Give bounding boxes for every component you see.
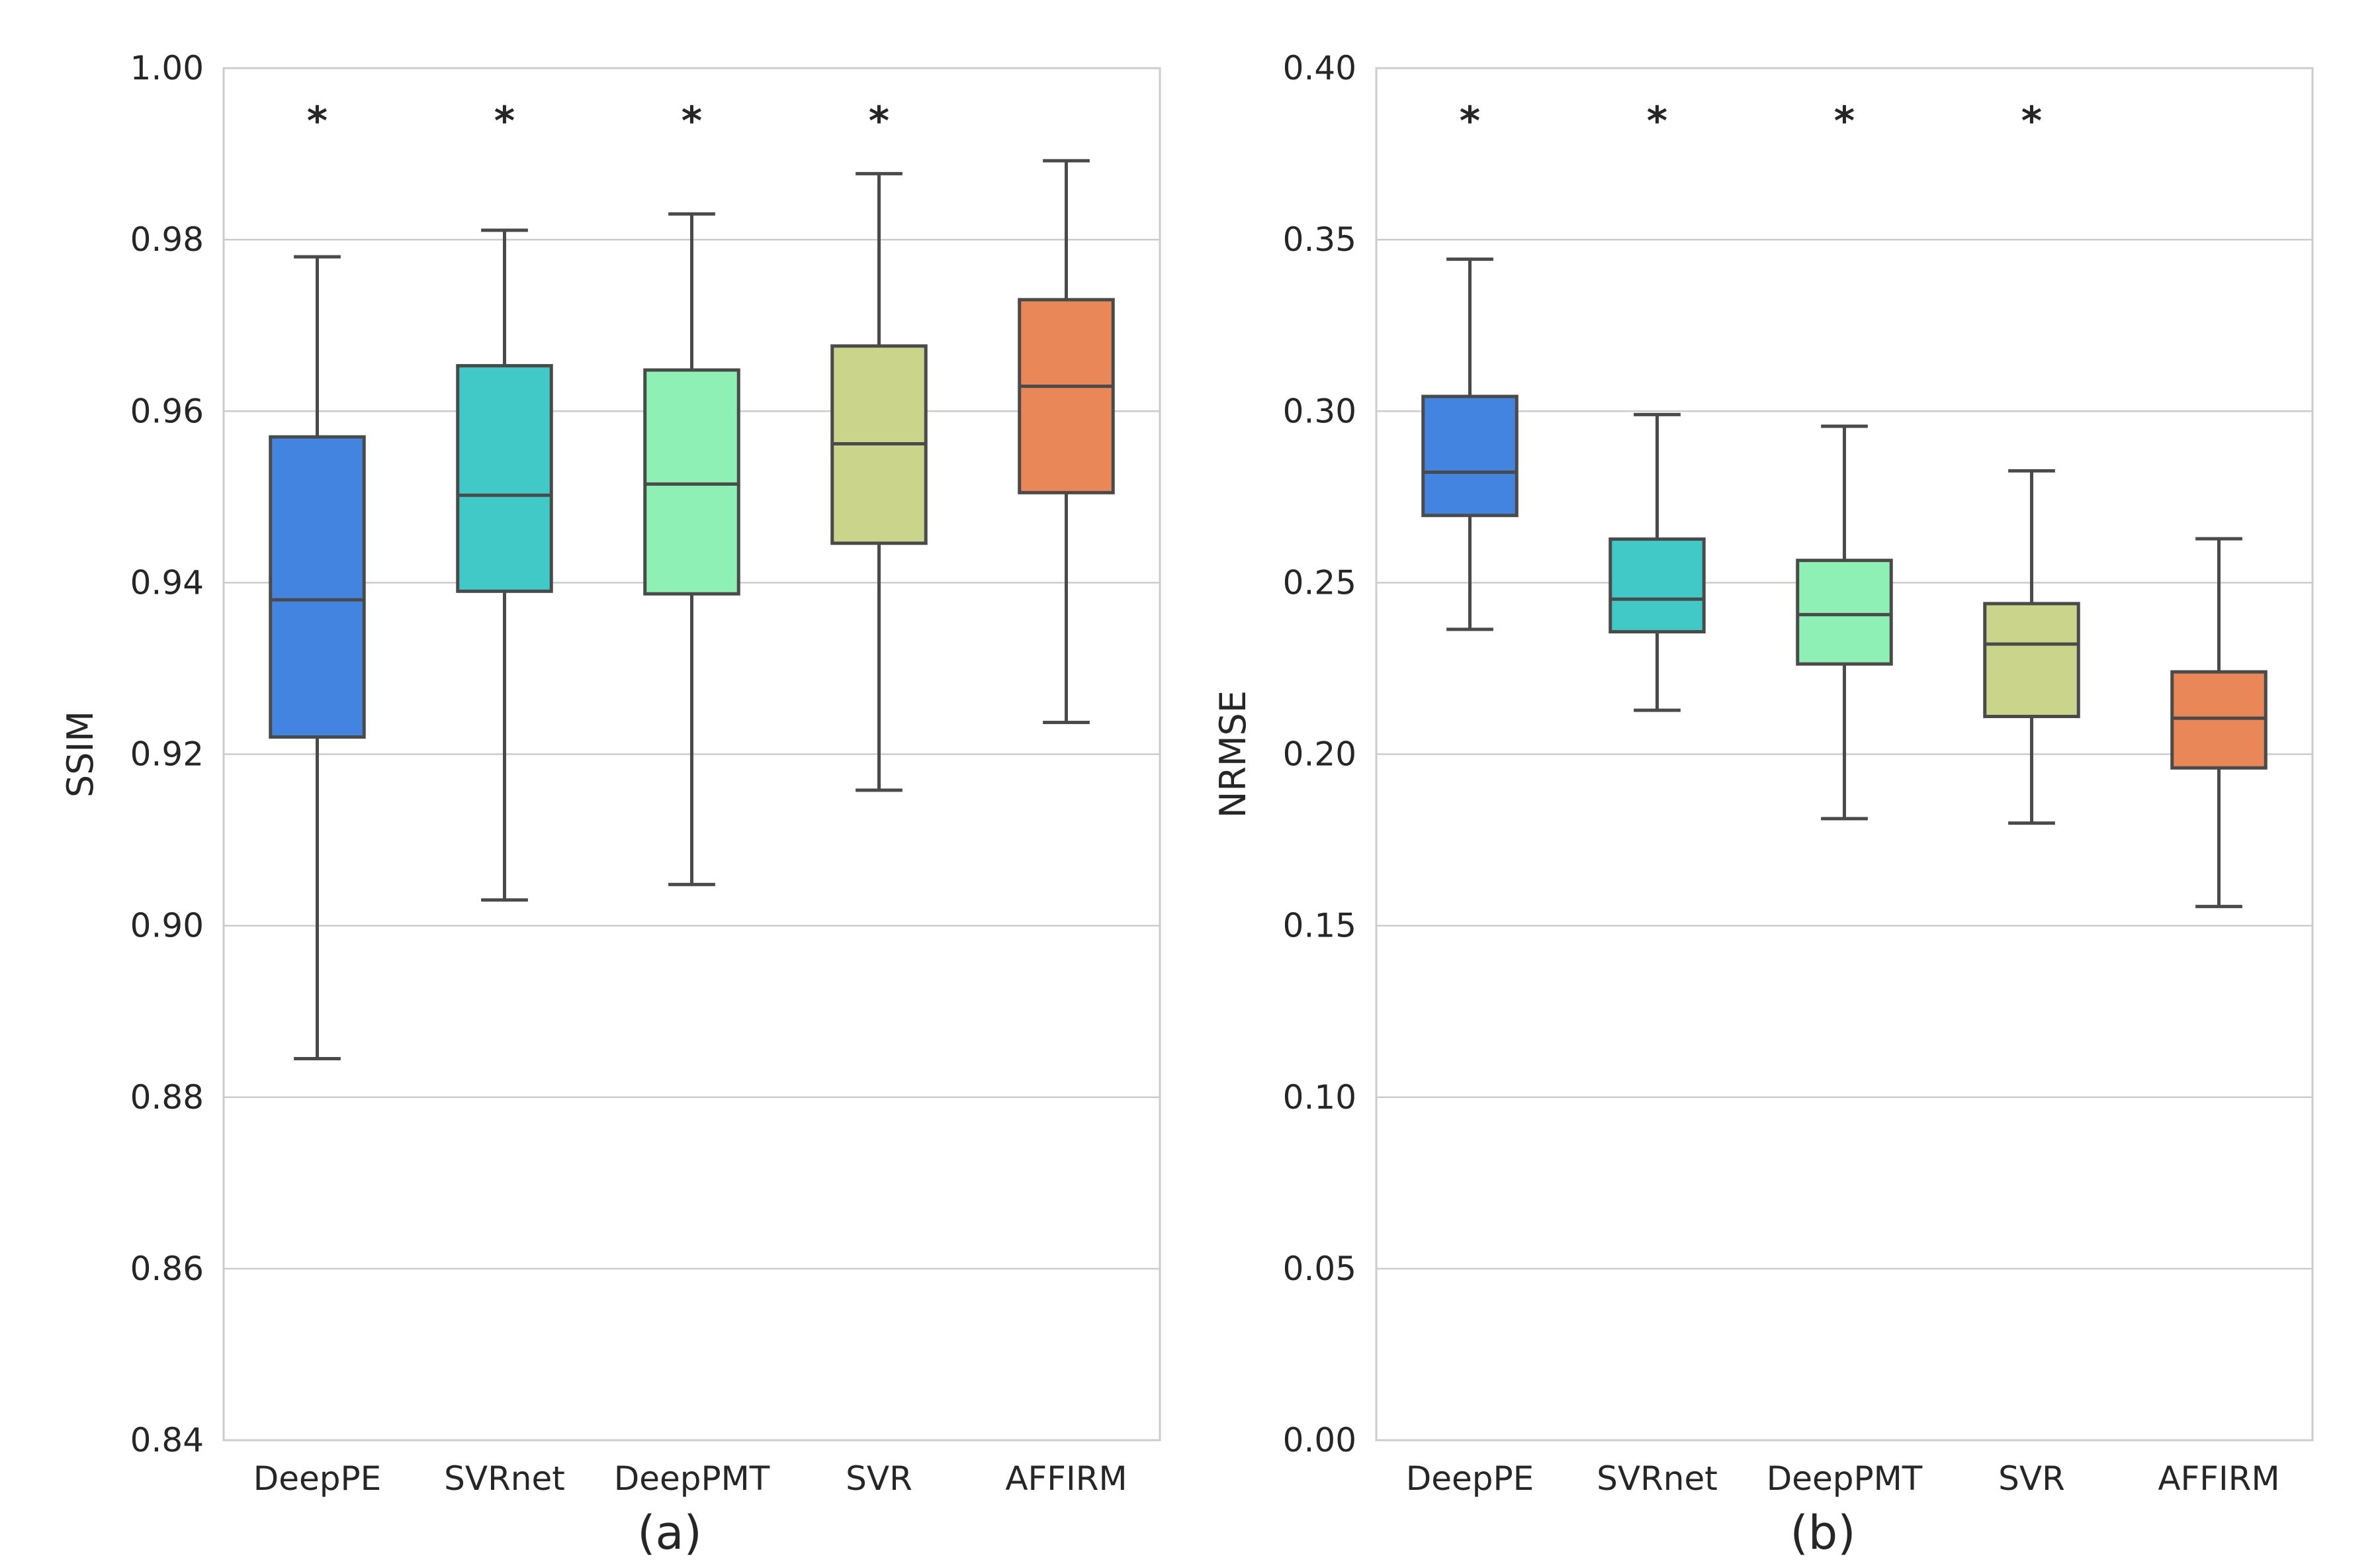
box-svrnet: *: [1609, 98, 1706, 712]
x-tick-label: SVR: [1998, 1459, 2065, 1498]
box-deeppe: *: [269, 98, 366, 1060]
box-body: [1609, 537, 1706, 633]
y-tick-label: 0.25: [1283, 563, 1356, 602]
x-tick-label: DeepPE: [1406, 1459, 1534, 1498]
y-tick-label: 0.40: [1283, 49, 1356, 87]
significance-marker: *: [307, 98, 328, 144]
x-tick-label: SVR: [846, 1459, 912, 1498]
y-axis-label: NRMSE: [1212, 690, 1254, 818]
box-body: [269, 435, 366, 739]
y-tick-label: 0.92: [130, 735, 204, 774]
box-svr: *: [830, 98, 928, 792]
y-tick-label: 1.00: [130, 49, 204, 87]
y-tick-label: 0.90: [130, 907, 204, 945]
box-body: [1796, 559, 1893, 666]
significance-marker: *: [1834, 98, 1855, 144]
box-affirm: [1018, 159, 1115, 725]
box-body: [1983, 602, 2080, 718]
box-body: [643, 368, 740, 596]
y-tick-label: 0.05: [1283, 1250, 1356, 1288]
plot-frame: [1375, 67, 2314, 1442]
x-tick-label: AFFIRM: [2158, 1459, 2279, 1498]
box-svrnet: *: [456, 98, 553, 902]
box-affirm: [2170, 537, 2268, 909]
significance-marker: *: [2021, 98, 2042, 144]
x-tick-label: DeepPMT: [1767, 1459, 1923, 1498]
box-body: [2170, 670, 2268, 770]
x-tick-label: SVRnet: [444, 1459, 565, 1498]
panel-label: (b): [1790, 1506, 1855, 1560]
panel-b-nrmse: 0.00 0.05 0.10 0.15 0.20 0.25 0.30 0.35 0.40 * * * *…: [1212, 49, 2314, 1560]
x-tick-label: SVRnet: [1597, 1459, 1718, 1498]
y-tick-label: 0.84: [130, 1421, 204, 1459]
significance-marker: *: [869, 98, 889, 144]
y-tick-label: 0.98: [130, 220, 204, 259]
box-deeppmt: *: [643, 98, 740, 886]
y-tick-label: 0.20: [1283, 735, 1356, 774]
box-body: [1018, 298, 1115, 494]
panel-label: (a): [637, 1506, 702, 1560]
y-tick-label: 0.94: [130, 563, 204, 602]
box-svr: *: [1983, 98, 2080, 825]
y-tick-label: 0.10: [1283, 1078, 1356, 1117]
y-tick-label: 0.96: [130, 392, 204, 430]
significance-marker: *: [1647, 98, 1667, 144]
y-tick-label: 0.15: [1283, 907, 1356, 945]
x-tick-label: DeepPMT: [614, 1459, 770, 1498]
significance-marker: *: [682, 98, 702, 144]
box-body: [456, 364, 553, 593]
y-tick-label: 0.86: [130, 1250, 204, 1288]
y-axis-label: SSIM: [60, 711, 101, 798]
significance-marker: *: [1460, 98, 1480, 144]
x-tick-label: DeepPE: [253, 1459, 382, 1498]
box-deeppmt: *: [1796, 98, 1893, 821]
plot-frame: [222, 67, 1161, 1442]
x-tick-label: AFFIRM: [1005, 1459, 1127, 1498]
y-tick-label: 0.00: [1283, 1421, 1356, 1459]
y-tick-label: 0.88: [130, 1078, 204, 1117]
box-deeppe: *: [1421, 98, 1519, 631]
y-tick-label: 0.30: [1283, 392, 1356, 430]
significance-marker: *: [494, 98, 515, 144]
panel-a-ssim: 0.84 0.86 0.88 0.90 0.92 0.94 0.96 0.98 1.00 * * * *…: [60, 49, 1161, 1560]
y-tick-label: 0.35: [1283, 220, 1356, 259]
box-body: [1421, 394, 1519, 518]
